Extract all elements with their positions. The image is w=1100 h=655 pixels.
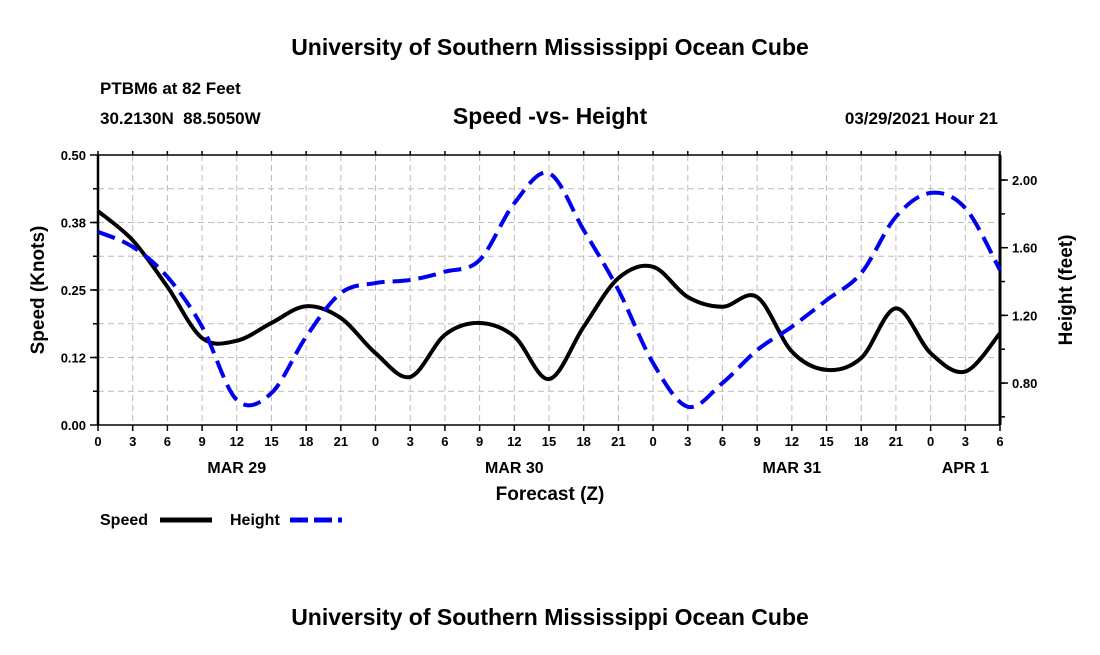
y2-tick-label: 0.80: [1012, 376, 1037, 391]
y2-tick-label: 1.20: [1012, 308, 1037, 323]
x-tick-label: 21: [889, 434, 903, 449]
footer-title: University of Southern Mississippi Ocean…: [291, 604, 809, 630]
x-tick-label: 0: [649, 434, 656, 449]
y-tick-label: 0.38: [61, 216, 86, 231]
y2-tick-label: 1.60: [1012, 241, 1037, 256]
x-tick-label: 6: [441, 434, 448, 449]
day-label: MAR 29: [207, 460, 266, 477]
series-lines: [96, 170, 1002, 410]
x-tick-label: 3: [407, 434, 414, 449]
axes: 0 3 6 9 12 15 18 21 0 3 6 9 12 15 18 21 0 3 6 9 12 15 18 21 0 3 6 0…: [61, 148, 1038, 477]
x-tick-label: 6: [719, 434, 726, 449]
day-label: APR 1: [942, 460, 989, 477]
legend-speed-label: Speed: [100, 512, 148, 529]
x-tick-label: 0: [372, 434, 379, 449]
y-tick-label: 0.25: [61, 283, 86, 298]
chart-title: Speed -vs- Height: [453, 103, 648, 129]
coords-label: 30.2130N 88.5050W: [100, 109, 262, 128]
y2-tick-label: 2.00: [1012, 173, 1037, 188]
x-tick-label: 21: [334, 434, 348, 449]
station-label: PTBM6 at 82 Feet: [100, 79, 241, 98]
x-tick-label: 15: [819, 434, 833, 449]
x-tick-label: 15: [542, 434, 556, 449]
x-tick-label: 9: [754, 434, 761, 449]
series-speed-line: [96, 209, 1002, 382]
x-tick-label: 3: [684, 434, 691, 449]
x-tick-label: 9: [198, 434, 205, 449]
day-label: MAR 30: [485, 460, 544, 477]
x-tick-label: 9: [476, 434, 483, 449]
x-tick-label: 0: [94, 434, 101, 449]
legend-height-label: Height: [230, 512, 280, 529]
y-tick-label: 0.12: [61, 351, 86, 366]
x-tick-label: 12: [507, 434, 521, 449]
x-tick-label: 18: [576, 434, 590, 449]
x-tick-label: 0: [927, 434, 934, 449]
y-tick-label: 0.00: [61, 418, 86, 433]
y-tick-label: 0.50: [61, 148, 86, 163]
x-tick-label: 3: [129, 434, 136, 449]
x-tick-label: 3: [962, 434, 969, 449]
x-tick-label: 15: [264, 434, 278, 449]
x-tick-label: 12: [230, 434, 244, 449]
x-tick-label: 12: [785, 434, 799, 449]
x-axis-label: Forecast (Z): [496, 484, 605, 505]
x-tick-label: 21: [611, 434, 625, 449]
y-axis-label: Speed (Knots): [28, 226, 49, 355]
x-tick-label: 6: [996, 434, 1003, 449]
y2-axis-label: Height (feet): [1056, 235, 1077, 346]
datetime-label: 03/29/2021 Hour 21: [845, 109, 998, 128]
x-tick-label: 6: [164, 434, 171, 449]
x-tick-label: 18: [299, 434, 313, 449]
series-height-line: [97, 170, 1002, 410]
grid: [98, 155, 1000, 425]
day-label: MAR 31: [763, 460, 822, 477]
legend: Speed Height: [100, 512, 342, 529]
x-tick-label: 18: [854, 434, 868, 449]
page-title: University of Southern Mississippi Ocean…: [291, 34, 809, 60]
